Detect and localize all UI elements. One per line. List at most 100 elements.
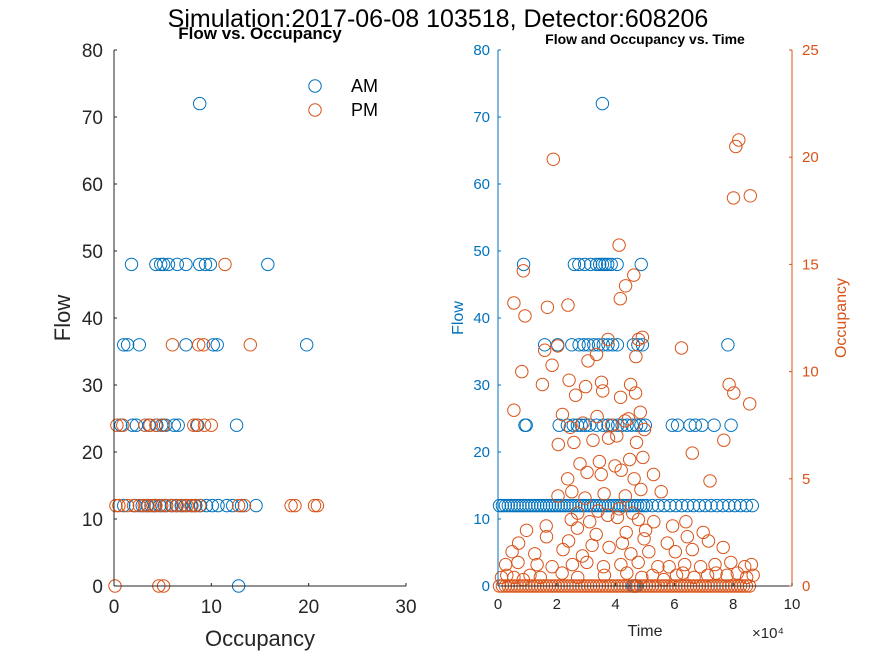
pm-point	[204, 418, 219, 432]
occupancy-point	[601, 332, 615, 347]
occupancy-point	[660, 536, 674, 550]
flow-point	[606, 338, 620, 352]
occupancy-point	[687, 570, 701, 585]
occupancy-point	[539, 530, 554, 544]
occupancy-point	[708, 557, 722, 572]
right-axis-lines	[497, 49, 793, 587]
occupancy-point	[629, 349, 643, 364]
flow-point	[595, 257, 610, 272]
flow-point	[619, 498, 633, 513]
am-point	[120, 338, 135, 352]
occupancy-point	[654, 485, 668, 499]
flow-point	[645, 498, 660, 513]
left-axes: Flow vs. Occupancy 0 10 20 30 0 10 20 30 40 50 60 7…	[50, 24, 417, 651]
occupancy-point	[724, 555, 738, 570]
am-point	[124, 257, 139, 272]
pm-point	[149, 418, 163, 432]
occupancy-point	[631, 332, 646, 347]
right-y-right-tick-label: 15	[802, 256, 819, 273]
occupancy-point	[561, 472, 575, 486]
flow-point	[538, 338, 552, 352]
occupancy-point	[570, 521, 585, 535]
pm-point	[243, 338, 258, 352]
occupancy-point	[594, 375, 609, 389]
flow-point	[721, 338, 735, 352]
occupancy-point	[592, 454, 607, 469]
occupancy-point	[612, 502, 626, 516]
flow-point	[589, 418, 604, 432]
occupancy-point	[551, 437, 565, 452]
am-point	[206, 338, 221, 352]
occupancy-point	[597, 568, 612, 582]
right-y-left-tick-label: 70	[473, 109, 490, 126]
occupancy-point	[613, 390, 628, 404]
occupancy-point	[636, 450, 650, 465]
legend-pm-marker	[308, 103, 322, 117]
right-y-right-axis-label: Occupancy	[833, 278, 850, 358]
occupancy-point	[515, 364, 529, 379]
occupancy-point	[507, 296, 521, 310]
occupancy-point	[516, 264, 530, 278]
right-y-left-tick-label: 0	[482, 578, 490, 595]
flow-point	[601, 498, 615, 513]
occupancy-point	[612, 238, 626, 252]
legend-pm-label: PM	[351, 100, 378, 120]
pm-point	[137, 498, 151, 513]
am-point	[161, 257, 176, 272]
flow-point	[636, 498, 651, 513]
am-point	[226, 498, 240, 513]
flow-point	[519, 418, 533, 432]
flow-point	[560, 498, 574, 513]
occupancy-point	[535, 377, 550, 392]
pm-point	[146, 498, 160, 513]
am-point	[193, 257, 207, 272]
flow-point	[554, 498, 568, 513]
occupancy-point	[738, 560, 752, 574]
occupancy-point	[635, 570, 649, 585]
occupancy-point	[726, 191, 741, 205]
am-point	[249, 498, 263, 513]
flow-point	[634, 418, 648, 432]
flow-point	[595, 96, 610, 111]
flow-point	[683, 418, 697, 432]
flow-point	[695, 418, 709, 432]
occupancy-point	[591, 504, 605, 518]
right-y-left-tick-label: 60	[473, 176, 490, 193]
pm-point	[170, 498, 185, 513]
right-y-right-tick-label: 5	[802, 471, 810, 488]
occupancy-point	[619, 525, 633, 540]
right-x-tick-label: 8	[729, 596, 737, 613]
occupancy-point	[637, 532, 651, 546]
flow-point	[551, 338, 565, 352]
occupancy-point	[717, 433, 731, 447]
pm-point	[165, 498, 180, 513]
flow-point	[610, 498, 624, 513]
right-axes: Flow and Occupancy vs. Time 0 2 4 6 8 1001020…	[450, 31, 850, 642]
pm-point	[218, 257, 232, 272]
flow-point	[510, 498, 524, 513]
flow-point	[504, 498, 518, 513]
occupancy-point	[620, 566, 634, 580]
occupancy-point	[744, 557, 759, 572]
pm-point	[307, 498, 322, 513]
am-point	[179, 338, 193, 352]
occupancy-point	[601, 508, 615, 522]
occupancy-point	[740, 570, 754, 585]
occupancy-point	[618, 489, 632, 503]
flow-point	[724, 418, 738, 432]
flow-point	[533, 498, 548, 513]
occupancy-point	[678, 557, 692, 572]
pm-point	[155, 498, 169, 513]
occupancy-point	[571, 570, 585, 585]
right-y-left-tick-label: 20	[473, 444, 490, 461]
occupancy-point	[594, 467, 608, 482]
flow-point	[688, 418, 702, 432]
right-y-right-tick-label: 20	[802, 149, 819, 166]
occupancy-point	[614, 557, 628, 572]
flow-point	[601, 338, 615, 352]
occupancy-point	[610, 510, 625, 525]
left-x-tick-label: 0	[109, 597, 120, 618]
flow-point	[498, 498, 513, 513]
flow-point	[665, 418, 679, 432]
